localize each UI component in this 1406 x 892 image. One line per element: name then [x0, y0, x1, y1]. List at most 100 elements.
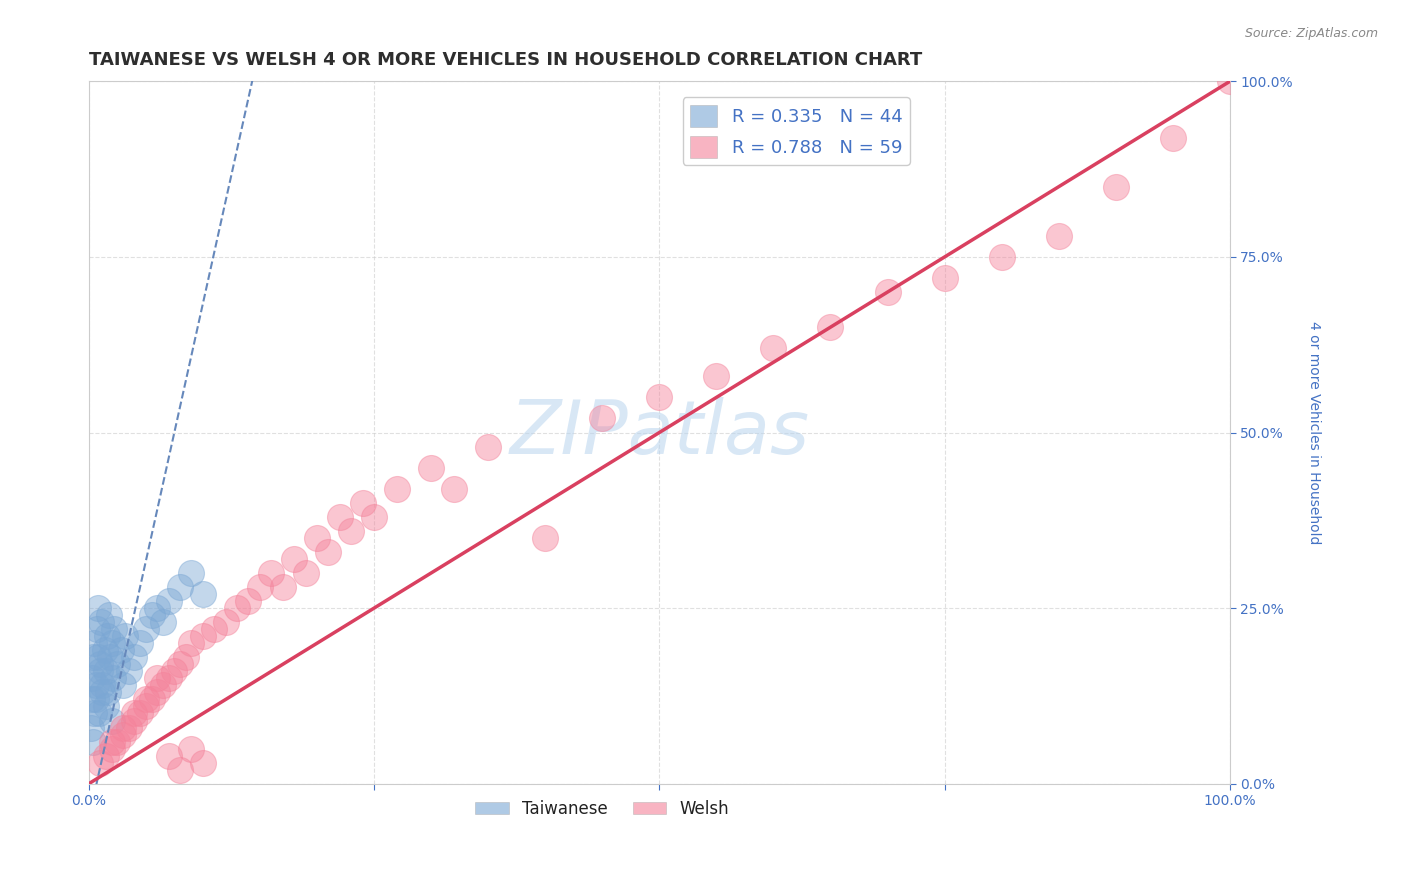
- Point: [89, 657, 111, 672]
- Point: [94, 665, 117, 679]
- Point: [103, 622, 125, 636]
- Point: [87, 601, 110, 615]
- Point: [329, 509, 352, 524]
- Point: [249, 580, 271, 594]
- Point: [191, 756, 214, 770]
- Point: [180, 741, 202, 756]
- Point: [101, 672, 124, 686]
- Point: [1105, 179, 1128, 194]
- Point: [340, 524, 363, 538]
- Point: [129, 636, 152, 650]
- Point: [762, 341, 785, 355]
- Point: [100, 714, 122, 728]
- Point: [82, 672, 104, 686]
- Point: [169, 657, 191, 672]
- Text: TAIWANESE VS WELSH 4 OR MORE VEHICLES IN HOUSEHOLD CORRELATION CHART: TAIWANESE VS WELSH 4 OR MORE VEHICLES IN…: [89, 51, 922, 69]
- Point: [352, 496, 374, 510]
- Point: [934, 271, 956, 285]
- Point: [648, 391, 671, 405]
- Point: [94, 748, 117, 763]
- Point: [169, 763, 191, 777]
- Point: [215, 615, 238, 630]
- Point: [91, 678, 114, 692]
- Point: [1161, 130, 1184, 145]
- Point: [238, 594, 260, 608]
- Point: [820, 320, 842, 334]
- Point: [152, 615, 174, 630]
- Text: ZIPatlas: ZIPatlas: [509, 397, 810, 468]
- Legend: Taiwanese, Welsh: Taiwanese, Welsh: [468, 793, 735, 824]
- Point: [97, 685, 120, 699]
- Point: [80, 721, 103, 735]
- Point: [534, 531, 557, 545]
- Point: [294, 566, 316, 580]
- Point: [1047, 228, 1070, 243]
- Point: [89, 665, 111, 679]
- Point: [100, 734, 122, 748]
- Point: [105, 657, 128, 672]
- Point: [124, 706, 146, 721]
- Point: [990, 250, 1012, 264]
- Point: [84, 692, 107, 706]
- Point: [226, 601, 249, 615]
- Point: [100, 741, 122, 756]
- Point: [124, 650, 146, 665]
- Point: [283, 552, 305, 566]
- Point: [118, 721, 141, 735]
- Point: [105, 734, 128, 748]
- Point: [363, 509, 385, 524]
- Point: [100, 650, 122, 665]
- Point: [98, 608, 121, 623]
- Point: [157, 748, 180, 763]
- Point: [180, 566, 202, 580]
- Point: [318, 545, 340, 559]
- Point: [118, 665, 141, 679]
- Point: [191, 629, 214, 643]
- Point: [91, 685, 114, 699]
- Point: [86, 622, 108, 636]
- Point: [1219, 74, 1241, 88]
- Point: [83, 706, 105, 721]
- Point: [180, 636, 202, 650]
- Point: [135, 692, 157, 706]
- Point: [135, 699, 157, 714]
- Point: [202, 622, 225, 636]
- Point: [89, 756, 111, 770]
- Point: [84, 678, 107, 692]
- Point: [90, 615, 112, 630]
- Point: [110, 643, 132, 657]
- Point: [163, 665, 186, 679]
- Y-axis label: 4 or more Vehicles in Household: 4 or more Vehicles in Household: [1306, 321, 1320, 544]
- Point: [87, 650, 110, 665]
- Point: [477, 440, 499, 454]
- Point: [100, 636, 122, 650]
- Point: [152, 678, 174, 692]
- Point: [111, 728, 134, 742]
- Point: [385, 482, 408, 496]
- Point: [93, 643, 115, 657]
- Point: [129, 706, 152, 721]
- Point: [96, 629, 118, 643]
- Point: [305, 531, 328, 545]
- Point: [141, 692, 163, 706]
- Point: [706, 369, 728, 384]
- Point: [157, 594, 180, 608]
- Point: [111, 721, 134, 735]
- Point: [443, 482, 465, 496]
- Point: [82, 734, 104, 748]
- Point: [111, 678, 134, 692]
- Point: [146, 601, 169, 615]
- Point: [260, 566, 283, 580]
- Point: [82, 692, 104, 706]
- Point: [83, 636, 105, 650]
- Point: [124, 714, 146, 728]
- Point: [141, 608, 163, 623]
- Point: [94, 699, 117, 714]
- Point: [135, 622, 157, 636]
- Point: [591, 411, 613, 425]
- Point: [87, 706, 110, 721]
- Point: [146, 685, 169, 699]
- Point: [876, 285, 898, 299]
- Point: [114, 629, 136, 643]
- Point: [271, 580, 294, 594]
